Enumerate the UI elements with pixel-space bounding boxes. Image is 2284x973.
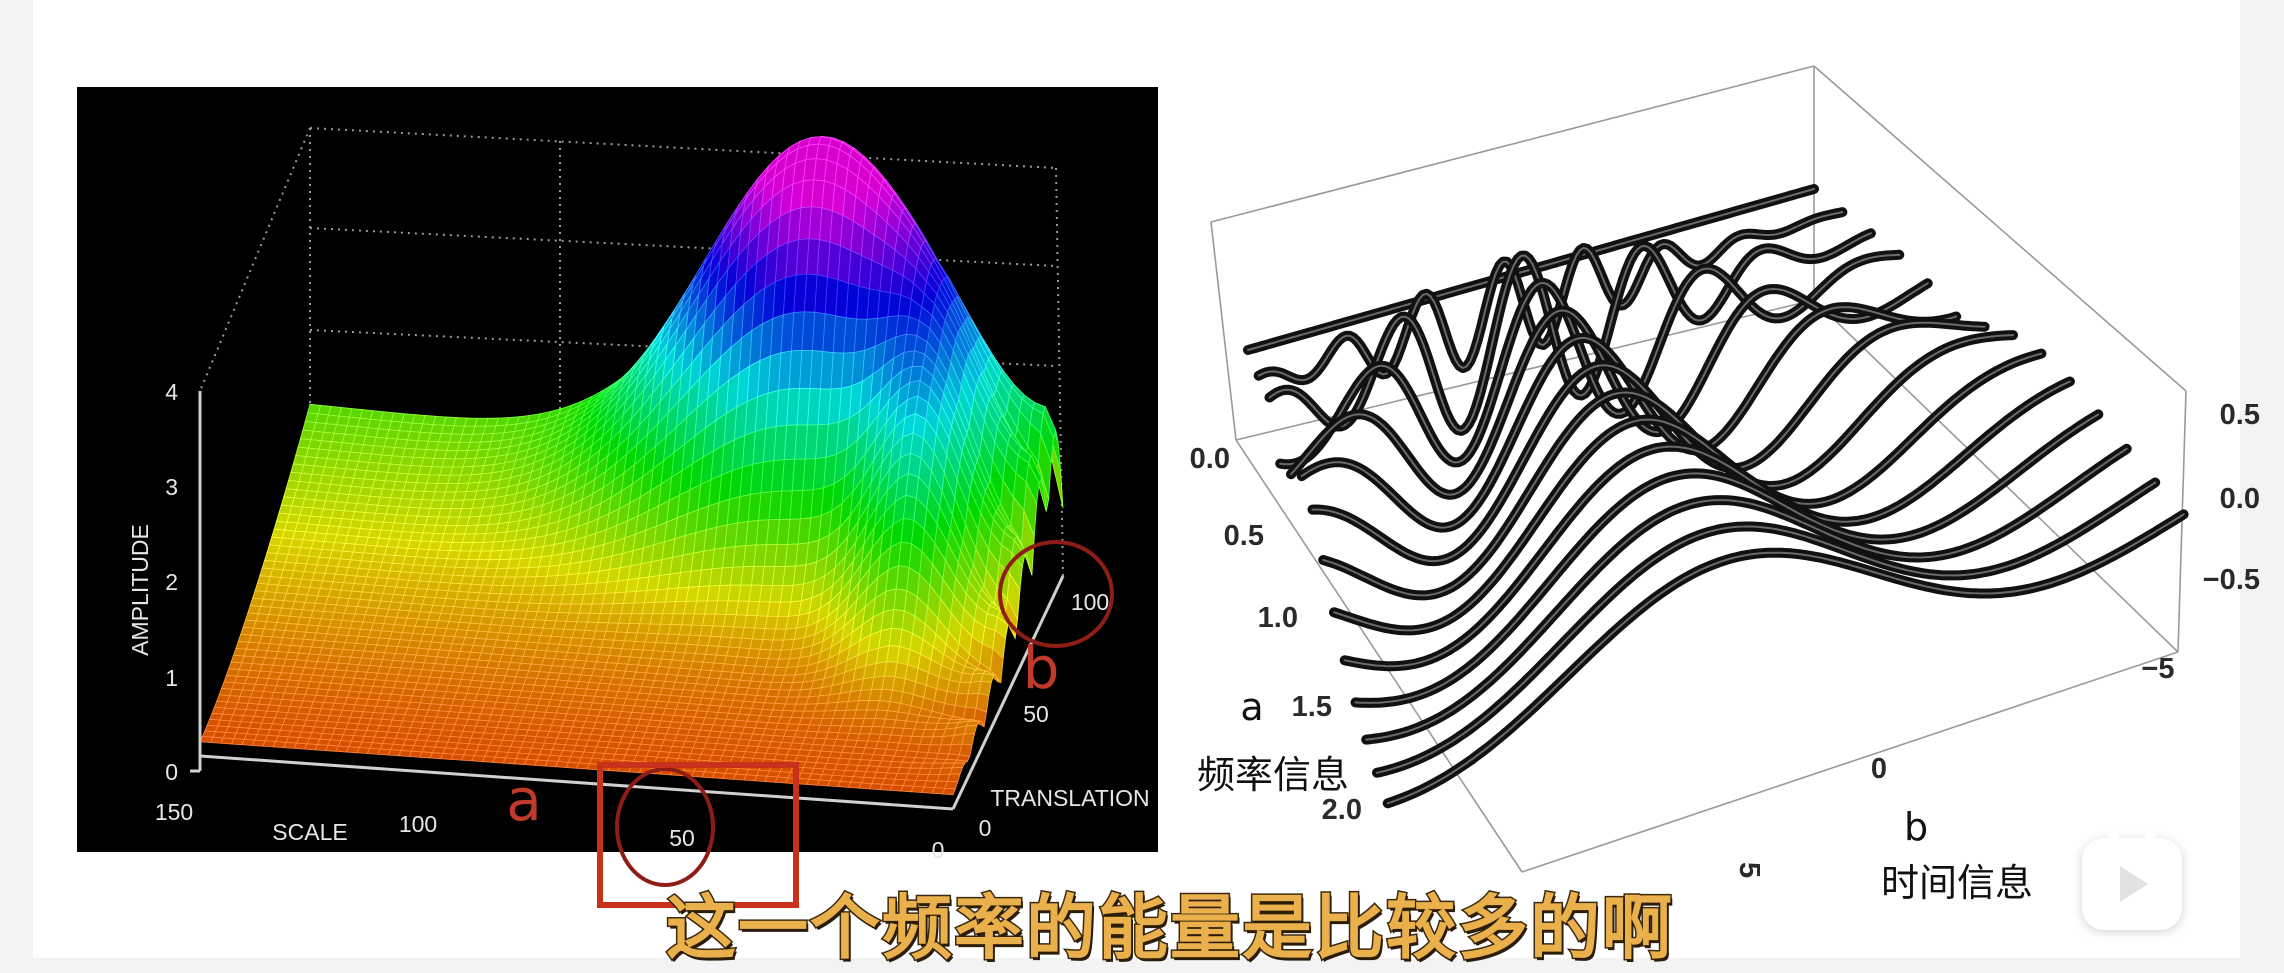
b-axis-caption: 时间信息 [1881,861,2033,905]
y-tick: 100 [1071,589,1109,615]
play-button[interactable] [2082,821,2182,930]
surface-cell [273,520,288,531]
surface-cell [199,736,214,743]
a-tick: 2.0 [1322,794,1362,826]
surface-cell [240,626,255,636]
surface-cell [266,544,281,555]
surface-cell [259,567,274,578]
y-tick: 0 [979,815,992,841]
surface-cell [237,633,252,643]
surface-cell [225,668,240,677]
b-tick: −5 [2141,653,2174,685]
surface-cell [271,528,286,539]
surface-cell [264,552,278,562]
surface-mesh [199,135,1064,796]
b-tick: 5 [1733,862,1765,878]
b-tick: 0 [1871,753,1887,785]
surface-cell [299,429,314,441]
z-tick: 2 [165,569,178,595]
surface-cell [304,412,319,424]
z-tick: 0.5 [2220,399,2260,431]
play-icon [2120,866,2148,902]
surface-cell [223,675,238,684]
surface-cell [292,455,307,466]
wavelet-curves [1243,184,2189,809]
surface-cell [230,654,245,664]
x-tick: 150 [155,799,193,825]
b-axis-label: b [1904,805,1928,849]
wavelet-surface-chart: 4 3 2 1 0 AMPLITUDE 150 100 50 SCALE 0 0… [77,87,1158,887]
box-edge [1210,65,1815,223]
surface-cell [244,612,259,622]
y-tick: 0 [932,837,945,863]
surface-cell [297,438,312,449]
a-tick: 1.5 [1292,691,1332,723]
z-tick: −0.5 [2203,564,2260,596]
z-tick: 4 [165,379,178,405]
surface-cell [307,403,321,415]
surface-cell [302,421,317,432]
surface-cell [278,504,293,515]
y-tick: 50 [1023,701,1049,727]
a-tick: 1.0 [1258,602,1298,634]
translation-label: TRANSLATION [990,785,1149,811]
surface-cell [256,575,271,585]
x-tick: 100 [399,811,437,837]
a-axis-caption: 频率信息 [1197,753,1349,797]
z-tick: 1 [165,665,178,691]
surface-cell [216,694,231,703]
surface-cell [218,688,233,697]
b-axis [1521,651,2179,873]
surface-cell [254,582,269,593]
surface-cell [287,471,302,482]
a-tick: 0.0 [1190,443,1230,475]
surface-cell [252,590,266,600]
surface-cell [232,647,247,657]
z-tick: 3 [165,474,178,500]
waterfall-chart: 0.0 0.5 1.0 1.5 2.0 5 0 −5 0.5 0.0 −0.5 … [1190,65,2260,905]
annotation-a: a [506,766,542,834]
a-tick: 0.5 [1224,520,1264,552]
surface-cell [220,681,235,690]
z-ticks: 0.5 0.0 −0.5 [2203,399,2260,596]
z-tick: 0 [165,759,178,785]
surface-cell [235,640,250,650]
surface-cell [285,480,300,491]
a-axis-label: a [1240,685,1263,729]
scale-label: SCALE [272,819,347,845]
wavelet-curve [1372,477,2161,778]
surface-cell [261,560,276,570]
surface-cell [247,605,262,615]
x-tick: 50 [669,825,695,851]
surface-cell [213,700,228,709]
surface-cell [249,597,264,607]
gridline [1055,167,1064,577]
surface-cell [268,536,283,547]
amplitude-label: AMPLITUDE [127,524,153,656]
box-edge [1210,221,1237,441]
surface-cell [242,619,257,629]
surface-cell [290,463,305,474]
surface-cell [280,496,295,507]
surface-cell [228,661,243,670]
surface-cell [275,512,290,523]
surface-cell [211,706,226,715]
z-tick: 0.0 [2220,483,2260,515]
surface-cell [283,488,298,499]
surface-cell [295,446,310,457]
